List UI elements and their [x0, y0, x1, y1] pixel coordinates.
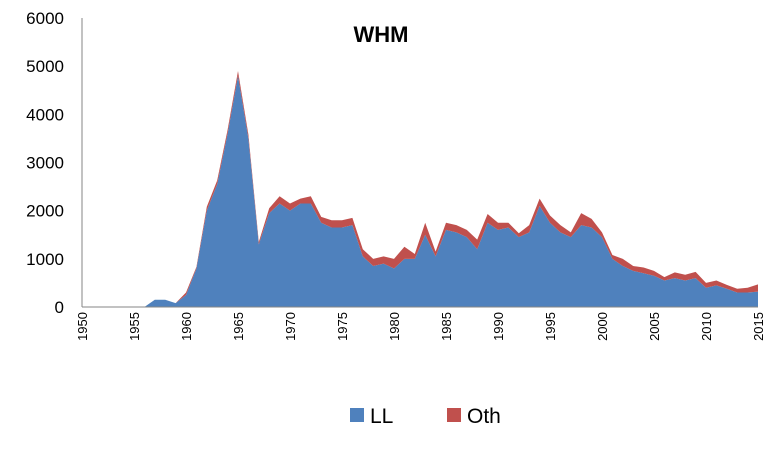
x-tick-label: 2000: [595, 312, 610, 341]
x-tick-label: 1955: [127, 312, 142, 341]
y-tick-label: 2000: [26, 202, 64, 221]
y-tick-label: 4000: [26, 105, 64, 124]
y-tick-label: 0: [55, 298, 64, 317]
x-tick-label: 1950: [75, 312, 90, 341]
legend-label: LL: [370, 405, 393, 428]
x-tick-label: 1970: [283, 312, 298, 341]
x-tick-label: 1980: [387, 312, 402, 341]
y-tick-labels: 0 1000 2000 3000 4000 5000 6000: [26, 9, 64, 317]
x-tick-label: 1965: [231, 312, 246, 341]
y-tick-label: 5000: [26, 57, 64, 76]
area-series-ll: [82, 75, 758, 307]
y-tick-label: 1000: [26, 250, 64, 269]
legend-swatch: [447, 408, 461, 422]
legend-item-ll: LL: [350, 405, 393, 428]
x-tick-label: 1990: [491, 312, 506, 341]
x-tick-label: 1975: [335, 312, 350, 341]
legend: LL Oth: [350, 405, 501, 428]
y-tick-label: 6000: [26, 9, 64, 28]
chart-title: WHM: [354, 22, 409, 47]
x-tick-label: 1960: [179, 312, 194, 341]
area-series-group: [82, 70, 758, 307]
x-tick-label: 1995: [543, 312, 558, 341]
x-tick-label: 2005: [647, 312, 662, 341]
legend-swatch: [350, 408, 364, 422]
x-tick-label: 1985: [439, 312, 454, 341]
x-tick-label: 2015: [751, 312, 766, 341]
legend-label: Oth: [467, 405, 501, 428]
x-tick-labels: 1950 1955 1960 1965 1970 1975 1980 1985 1990 1995…: [75, 312, 766, 341]
legend-item-oth: Oth: [447, 405, 501, 428]
y-tick-label: 3000: [26, 154, 64, 173]
x-tick-label: 2010: [699, 312, 714, 341]
